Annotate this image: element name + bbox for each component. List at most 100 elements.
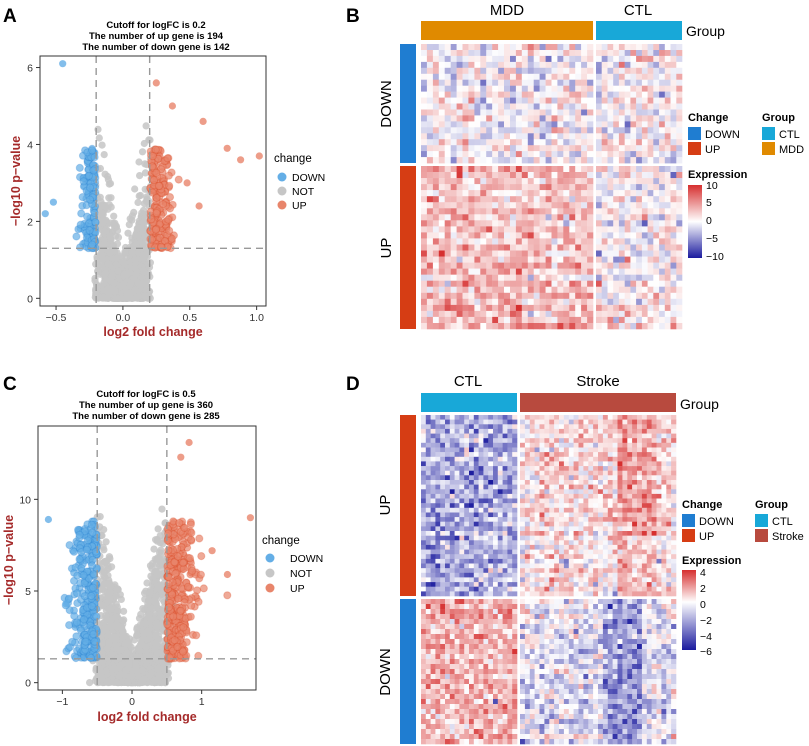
heatmap-cell <box>613 85 620 92</box>
heatmap-cell <box>563 61 570 69</box>
heatmap-cell <box>456 151 463 158</box>
heatmap-cell <box>450 103 457 110</box>
volcano-point-down <box>78 193 87 202</box>
heatmap-cell <box>533 97 540 104</box>
heatmap-cell <box>545 79 552 86</box>
heatmap-cell <box>474 121 481 128</box>
heatmap-cell <box>569 85 576 92</box>
heatmap-cell <box>575 133 582 140</box>
heatmap-cell <box>421 109 428 116</box>
heatmap-cell <box>630 73 637 81</box>
heatmap-cell <box>450 79 457 86</box>
heatmap-cell <box>557 91 564 98</box>
heatmap-cell <box>527 97 534 104</box>
heatmap-cell <box>613 139 620 146</box>
heatmap-cell <box>653 73 660 81</box>
volcano-point-not <box>100 278 108 287</box>
heatmap-cell <box>557 145 564 152</box>
heatmap-cell <box>596 139 602 146</box>
heatmap-cell <box>510 133 517 140</box>
heatmap-cell <box>450 109 457 116</box>
volcano-point-up <box>164 171 173 180</box>
heatmap-cell <box>444 91 451 98</box>
heatmap-cell <box>521 50 528 57</box>
heatmap-cell <box>486 61 493 69</box>
heatmap-cell <box>618 115 625 122</box>
heatmap-cell <box>676 61 683 69</box>
heatmap-cell <box>468 55 475 63</box>
volcano-point-not <box>138 148 147 156</box>
heatmap-cell <box>462 151 469 158</box>
heatmap-cell <box>551 50 558 57</box>
heatmap-cell <box>527 79 534 86</box>
heatmap-cell <box>676 133 683 140</box>
heatmap-cell <box>462 133 469 140</box>
volcano-point-not <box>101 557 109 566</box>
heatmap-cell <box>492 50 499 57</box>
volcano-point-not <box>106 605 114 613</box>
volcano-point-not <box>113 603 121 611</box>
heatmap-cell <box>557 85 564 92</box>
heatmap-cell <box>551 79 558 86</box>
panel-letter-d: D <box>346 374 360 395</box>
heatmap-cell <box>450 115 457 122</box>
heatmap-cell <box>636 121 643 128</box>
heatmap-cell <box>444 145 451 152</box>
heatmap-cell <box>647 121 654 128</box>
heatmap-cell <box>601 85 608 92</box>
heatmap-cell <box>641 145 648 152</box>
heatmap-cell <box>486 91 493 98</box>
heatmap-cell <box>545 50 552 57</box>
heatmap-cell <box>510 91 517 98</box>
heatmap-cell <box>450 139 457 146</box>
heatmap-cell <box>596 85 602 92</box>
heatmap-cell <box>676 50 683 57</box>
heatmap-cell <box>659 67 666 75</box>
volcano-point-up <box>223 591 232 600</box>
heatmap-cell <box>647 127 654 134</box>
volcano-point-up <box>167 590 177 599</box>
heatmap-cell <box>468 121 475 128</box>
heatmap-cell <box>456 44 463 51</box>
heatmap-cell <box>474 97 481 104</box>
heatmap-cell <box>563 85 570 92</box>
heatmap-cell <box>653 109 660 116</box>
volcano-point-down <box>44 515 53 524</box>
heatmap-cell <box>492 55 499 63</box>
volcano-point-down <box>75 163 84 172</box>
heatmap-cell <box>664 61 671 69</box>
heatmap-cell <box>613 61 620 69</box>
heatmap-cell <box>601 91 608 98</box>
heatmap-cell <box>670 55 677 63</box>
heatmap-cell <box>486 127 493 134</box>
volcano-point-up <box>178 558 187 567</box>
heatmap-cell <box>676 127 683 134</box>
volcano-point-not <box>100 227 109 235</box>
volcano-point-not <box>122 651 130 659</box>
panel-letter-b: B <box>346 6 360 27</box>
volcano-a-legend-dot-down <box>277 172 287 182</box>
heatmap-cell <box>480 139 487 146</box>
heatmap-cell <box>456 50 463 57</box>
heatmap-cell <box>569 139 576 146</box>
heatmap-cell <box>474 50 481 57</box>
x-tick-label: −1 <box>56 696 68 708</box>
heatmap-cell <box>533 103 540 110</box>
heatmap-cell <box>521 79 528 86</box>
heatmap-cell <box>569 145 576 152</box>
heatmap-cell <box>468 145 475 152</box>
heatmap-cell <box>613 97 620 104</box>
heatmap-cell <box>630 127 637 134</box>
heatmap-cell <box>539 85 546 92</box>
heatmap-cell <box>456 67 463 75</box>
heatmap-cell <box>462 50 469 57</box>
heatmap-cell <box>515 79 523 86</box>
volcano-point-not <box>103 566 111 574</box>
heatmap-cell <box>515 139 523 146</box>
heatmap-cell <box>444 151 451 158</box>
volcano-point-not <box>153 555 161 564</box>
heatmap-cell <box>498 145 505 152</box>
heatmap-cell <box>486 73 493 81</box>
heatmap-cell <box>480 55 487 63</box>
heatmap-cell <box>545 97 552 104</box>
